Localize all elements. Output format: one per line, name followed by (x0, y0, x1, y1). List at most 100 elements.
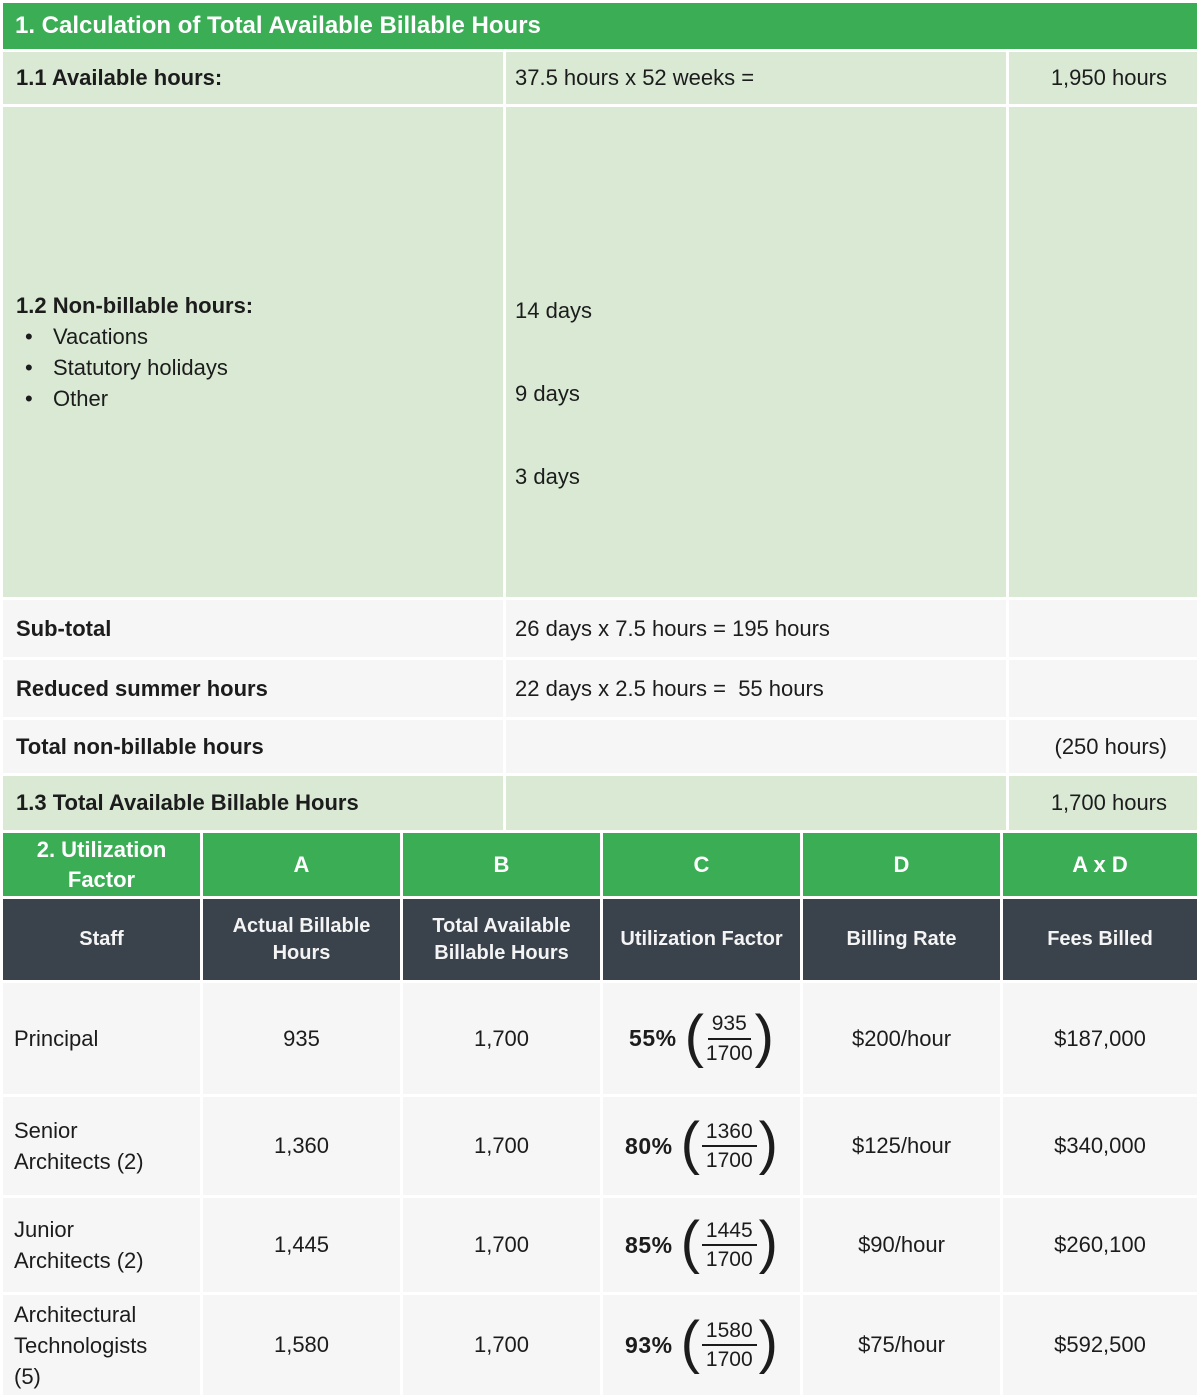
row-total-available: 1.3 Total Available Billable Hours 1,700… (3, 776, 1198, 830)
row-column-letters: 2. Utilization Factor A B C D A x D (3, 833, 1197, 896)
column-letter-a: A (203, 833, 400, 896)
paren-close: ) (758, 1210, 778, 1275)
days-value: 3 days (515, 464, 580, 489)
paren-open: ( (684, 1003, 704, 1069)
total-available-hours: 1,700 (403, 983, 600, 1094)
staff-name: Architectural Technologists (5) (3, 1295, 200, 1395)
utilization-percent: 85% (625, 1231, 673, 1258)
header-utilization-factor: Utilization Factor (603, 899, 800, 980)
total-available-hours: 1,700 (403, 1198, 600, 1292)
total-available-label: 1.3 Total Available Billable Hours (3, 776, 503, 830)
utilization-expression: 85% ( 1445 1700 ) (604, 1214, 799, 1276)
empty-cell (1009, 600, 1198, 657)
non-billable-label: 1.2 Non-billable hours: (16, 293, 254, 318)
subtotal-formula: 26 days x 7.5 hours = 195 hours (506, 600, 1006, 657)
summer-label: Reduced summer hours (3, 660, 503, 717)
paren-close: ) (758, 1310, 778, 1375)
section2-title: 2. Utilization Factor (3, 833, 200, 896)
summer-formula: 22 days x 2.5 hours = 55 hours (506, 660, 1006, 717)
paren-close: ) (754, 1003, 774, 1069)
list-item: • Statutory holidays (16, 352, 502, 383)
billing-rate: $90/hour (803, 1198, 1000, 1292)
list-item: • Vacations (16, 321, 502, 352)
list-item-label: Other (53, 386, 109, 411)
days-value: 14 days (515, 298, 593, 323)
utilization-percent: 80% (625, 1132, 673, 1159)
billing-rate: $200/hour (803, 983, 1000, 1094)
row-total-non-billable: Total non-billable hours (250 hours) (3, 720, 1198, 773)
fraction: 1360 1700 (701, 1119, 757, 1173)
header-actual-billable: Actual Billable Hours (203, 899, 400, 980)
utilization-factor-cell: 55% ( 935 1700 ) (603, 983, 800, 1094)
utilization-percent: 55% (629, 1025, 677, 1051)
list-item: • Other (16, 383, 502, 414)
utilization-expression: 80% ( 1360 1700 ) (604, 1115, 799, 1177)
paren-open: ( (680, 1310, 700, 1375)
paren-close: ) (758, 1111, 778, 1176)
bullet-icon: • (25, 386, 33, 411)
fraction-denominator: 1700 (705, 1248, 753, 1271)
table-row: Principal 935 1,700 55% ( 935 1700 ) $20… (3, 983, 1197, 1094)
row-subtotal: Sub-total 26 days x 7.5 hours = 195 hour… (3, 600, 1198, 657)
list-item-label: Vacations (53, 324, 148, 349)
days-list: 14 days 9 days 3 days (515, 160, 1005, 544)
fraction: 1445 1700 (701, 1218, 757, 1272)
row-non-billable-hours: 1.2 Non-billable hours: • Vacations • St… (3, 107, 1198, 597)
paren-open: ( (680, 1210, 700, 1275)
fraction-denominator: 1700 (705, 1041, 753, 1065)
utilization-percent: 93% (625, 1331, 673, 1358)
list-item-label: Statutory holidays (53, 355, 228, 380)
total-non-billable-value: (250 hours) (1009, 720, 1198, 773)
actual-billable-hours: 1,580 (203, 1295, 400, 1395)
header-fees-billed: Fees Billed (1003, 899, 1197, 980)
utilization-factor-cell: 80% ( 1360 1700 ) (603, 1097, 800, 1195)
staff-name: Principal (3, 983, 200, 1094)
header-billing-rate: Billing Rate (803, 899, 1000, 980)
table-row: Architectural Technologists (5) 1,580 1,… (3, 1295, 1197, 1395)
billable-hours-table: 1. Calculation of Total Available Billab… (3, 3, 1198, 830)
fees-billed: $187,000 (1003, 983, 1197, 1094)
non-billable-days-cell: 14 days 9 days 3 days (506, 107, 1006, 597)
utilization-factor-table: 2. Utilization Factor A B C D A x D Staf… (0, 830, 1200, 1398)
actual-billable-hours: 1,360 (203, 1097, 400, 1195)
column-letter-d: D (803, 833, 1000, 896)
staff-name: Senior Architects (2) (3, 1097, 200, 1195)
subtotal-label: Sub-total (3, 600, 503, 657)
fraction-denominator: 1700 (705, 1149, 753, 1172)
total-available-hours: 1,700 (403, 1097, 600, 1195)
fees-billed: $592,500 (1003, 1295, 1197, 1395)
fees-billed: $260,100 (1003, 1198, 1197, 1292)
header-staff: Staff (3, 899, 200, 980)
fraction-numerator: 935 (707, 1011, 751, 1040)
utilization-expression: 55% ( 935 1700 ) (604, 1003, 799, 1070)
utilization-expression: 93% ( 1580 1700 ) (604, 1314, 799, 1376)
total-available-value: 1,700 hours (1009, 776, 1198, 830)
billing-rate: $125/hour (803, 1097, 1000, 1195)
empty-cell (1009, 660, 1198, 717)
available-hours-label: 1.1 Available hours: (3, 52, 503, 104)
non-billable-label-cell: 1.2 Non-billable hours: • Vacations • St… (3, 107, 503, 597)
fraction-numerator: 1360 (701, 1119, 757, 1147)
section1-title: 1. Calculation of Total Available Billab… (3, 3, 1198, 49)
total-non-billable-label: Total non-billable hours (3, 720, 503, 773)
table-row: Junior Architects (2) 1,445 1,700 85% ( … (3, 1198, 1197, 1292)
empty-cell (506, 720, 1006, 773)
row-available-hours: 1.1 Available hours: 37.5 hours x 52 wee… (3, 52, 1198, 104)
row-reduced-summer: Reduced summer hours 22 days x 2.5 hours… (3, 660, 1198, 717)
empty-cell (506, 776, 1006, 830)
column-letter-b: B (403, 833, 600, 896)
table-row: Senior Architects (2) 1,360 1,700 80% ( … (3, 1097, 1197, 1195)
fraction-denominator: 1700 (705, 1348, 753, 1371)
column-letter-axd: A x D (1003, 833, 1197, 896)
available-hours-formula: 37.5 hours x 52 weeks = (506, 52, 1006, 104)
column-letter-c: C (603, 833, 800, 896)
utilization-factor-cell: 85% ( 1445 1700 ) (603, 1198, 800, 1292)
available-hours-value: 1,950 hours (1009, 52, 1198, 104)
fraction-numerator: 1445 (701, 1218, 757, 1246)
days-value: 9 days (515, 381, 580, 406)
header-total-available: Total Available Billable Hours (403, 899, 600, 980)
staff-name: Junior Architects (2) (3, 1198, 200, 1292)
actual-billable-hours: 935 (203, 983, 400, 1094)
bullet-icon: • (25, 355, 33, 380)
utilization-factor-cell: 93% ( 1580 1700 ) (603, 1295, 800, 1395)
